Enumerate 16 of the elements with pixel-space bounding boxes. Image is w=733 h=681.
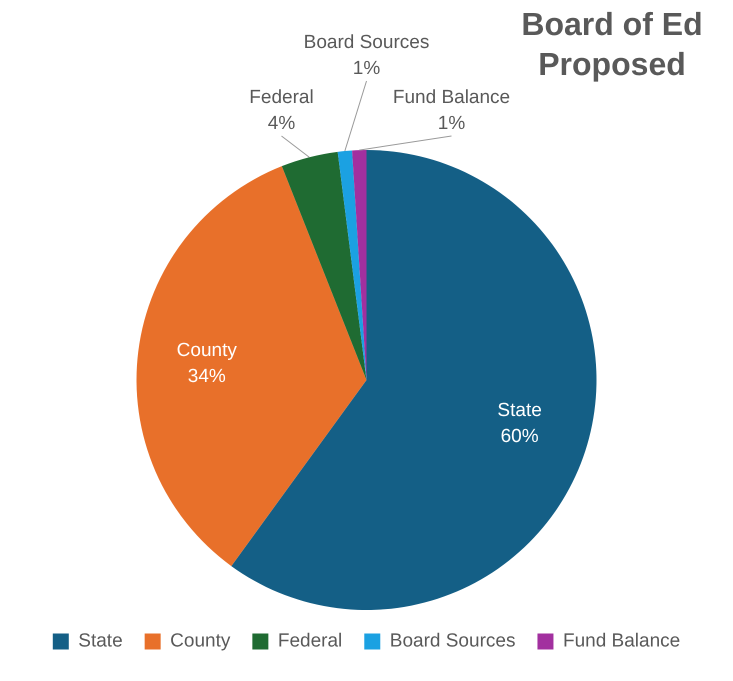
legend-label: State xyxy=(78,630,123,652)
legend-label: County xyxy=(170,630,231,652)
slice-label: State xyxy=(497,400,542,421)
data-label: 4% xyxy=(268,113,296,134)
legend-label: Board Sources xyxy=(390,630,516,652)
data-label: 60% xyxy=(500,426,539,447)
slice-label: Fund Balance xyxy=(392,87,510,108)
slice-label: Board Sources xyxy=(304,32,430,54)
legend-label: Federal xyxy=(278,630,342,652)
data-label: 1% xyxy=(438,113,466,134)
legend-label: Fund Balance xyxy=(562,630,680,652)
data-label: 1% xyxy=(352,58,380,80)
slice-label: County xyxy=(176,340,238,361)
data-label: 34% xyxy=(188,366,226,387)
chart-title: Board of Ed Proposed xyxy=(520,5,704,84)
slice-label: Federal xyxy=(249,87,314,108)
